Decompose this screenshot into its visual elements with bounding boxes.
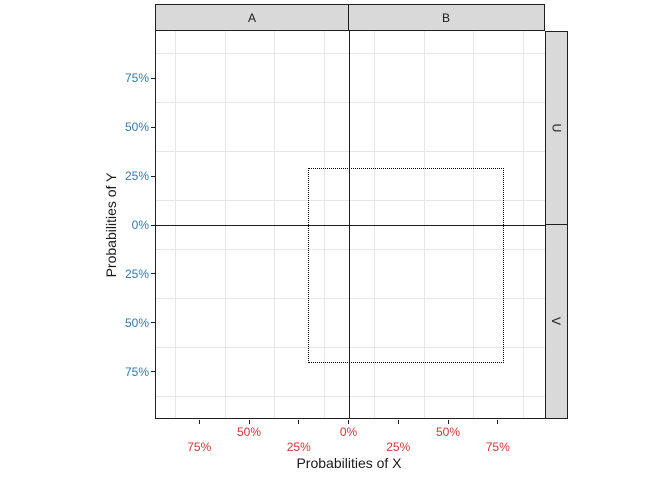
y-axis-tick-label: 50% [124,315,149,330]
y-axis-tick [150,224,155,226]
minor-gridline-vertical [324,31,326,418]
minor-gridline-horizontal [156,346,545,348]
y-axis-tick-label: 75% [124,364,149,379]
facet-strip-label-u: U [548,123,563,133]
x-axis-title: Probabilities of X [296,455,402,471]
minor-gridline-vertical [174,31,176,418]
annotation-rect [307,168,504,363]
y-axis-tick-label: 0% [131,218,149,232]
x-axis-tick-label: 0% [339,425,358,439]
facet-strip-label-b: B [441,10,450,25]
facet-strip-column-b: B [348,4,545,31]
x-axis-tick-label: 75% [187,440,212,454]
x-axis-tick-label: 50% [435,425,461,439]
zero-line-horizontal [156,224,545,226]
facet-strip-label-a: A [247,10,256,25]
y-axis-tick [150,126,155,128]
x-axis-tick-label: 25% [386,440,411,454]
y-axis-tick-label: 50% [124,120,149,135]
x-axis-tick [397,419,399,424]
minor-gridline-vertical [523,31,525,418]
x-axis-tick-label: 75% [485,440,510,454]
minor-gridline-vertical [274,31,276,418]
minor-gridline-vertical [423,31,425,418]
x-axis-tick [248,419,250,424]
y-axis-tick [150,273,155,275]
y-axis-tick-label: 25% [124,266,149,281]
minor-gridline-horizontal [156,395,545,397]
x-axis-tick [497,419,499,424]
y-axis-tick-label: 75% [124,71,149,86]
x-axis-tick [298,419,300,424]
minor-gridline-vertical [473,31,475,418]
zero-line-vertical [349,31,350,418]
x-axis-tick-label: 50% [236,425,262,439]
y-axis-tick-label: 25% [124,169,149,184]
facet-strip-row-v: V [544,225,568,419]
minor-gridline-vertical [373,31,375,418]
facet-strip-row-u: U [544,31,568,225]
minor-gridline-vertical [224,31,226,418]
minor-gridline-horizontal [156,151,545,153]
y-axis-tick [150,371,155,373]
y-axis-tick [150,77,155,79]
facet-strip-label-v: V [548,317,563,326]
y-axis-tick [150,322,155,324]
minor-gridline-horizontal [156,53,545,55]
x-axis-tick [447,419,449,424]
facet-strip-column-a: A [155,4,349,31]
x-axis-tick [348,419,349,424]
x-axis-tick-label: 25% [286,440,311,454]
minor-gridline-horizontal [156,248,545,250]
y-axis-tick [150,175,155,177]
x-axis-tick [198,419,200,424]
minor-gridline-horizontal [156,102,545,104]
minor-gridline-horizontal [156,200,545,202]
minor-gridline-horizontal [156,297,545,299]
y-axis-title: Probabilities of Y [103,172,119,278]
plot-panel [155,31,545,419]
